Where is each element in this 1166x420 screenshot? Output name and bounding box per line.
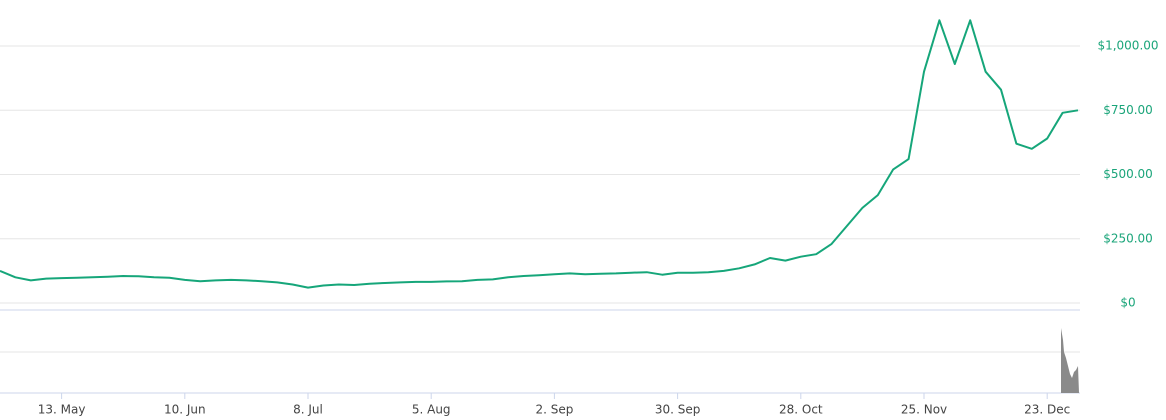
x-tick-label: 25. Nov bbox=[901, 403, 947, 417]
y-tick-label: $250.00 bbox=[1103, 231, 1153, 245]
x-tick-label: 28. Oct bbox=[779, 403, 823, 417]
x-tick-label: 13. May bbox=[38, 403, 86, 417]
x-tick-label: 2. Sep bbox=[535, 403, 573, 417]
y-tick-label: $0 bbox=[1120, 296, 1135, 310]
x-tick-label: 23. Dec bbox=[1024, 403, 1070, 417]
y-tick-label: $500.00 bbox=[1103, 167, 1153, 181]
volume-bars bbox=[1061, 328, 1079, 393]
x-tick-label: 8. Jul bbox=[293, 403, 323, 417]
x-tick-label: 30. Sep bbox=[655, 403, 701, 417]
x-tick-label: 5. Aug bbox=[412, 403, 451, 417]
price-line bbox=[0, 19, 1079, 289]
y-tick-label: $1,000.00 bbox=[1097, 39, 1158, 53]
y-tick-label: $750.00 bbox=[1103, 103, 1153, 117]
x-tick-label: 10. Jun bbox=[164, 403, 206, 417]
